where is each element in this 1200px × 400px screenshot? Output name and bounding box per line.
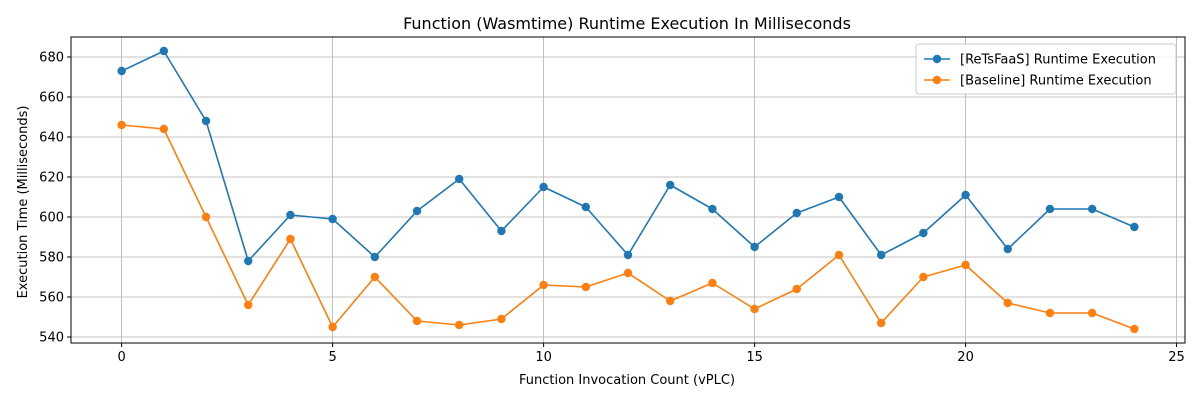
y-axis-label: Execution Time (Milliseconds)	[16, 106, 31, 299]
data-point	[623, 250, 633, 260]
data-point	[370, 252, 380, 262]
data-point	[1003, 298, 1012, 308]
data-point	[328, 214, 337, 224]
data-point	[539, 280, 548, 290]
data-point	[370, 272, 380, 282]
legend-swatch-marker	[932, 75, 942, 85]
x-axis-label: Function Invocation Count (vPLC)	[519, 373, 735, 388]
data-point	[159, 124, 169, 134]
data-point	[623, 268, 633, 278]
legend-box	[915, 43, 1177, 95]
legend-label: [ReTsFaaS] Runtime Execution	[960, 53, 1156, 68]
data-point	[581, 282, 591, 292]
data-point	[665, 296, 675, 306]
data-point	[497, 226, 506, 236]
y-tick-label: 540	[39, 331, 64, 346]
data-point	[581, 202, 591, 212]
data-point	[876, 250, 886, 260]
data-point	[244, 300, 253, 310]
data-point	[117, 120, 126, 130]
series-1	[117, 46, 1139, 266]
legend-swatch-marker	[932, 54, 942, 64]
series-2	[117, 120, 1139, 334]
x-tick-label: 10	[535, 350, 552, 365]
data-point	[1087, 308, 1097, 318]
data-point	[412, 206, 422, 216]
x-tick-label: 25	[1168, 350, 1185, 365]
data-point	[539, 182, 548, 192]
data-point	[286, 234, 295, 244]
x-tick-label: 20	[957, 350, 974, 365]
x-tick-label: 0	[117, 350, 125, 365]
data-point	[117, 66, 126, 76]
legend: [ReTsFaaS] Runtime Execution [Baseline] R…	[915, 43, 1177, 95]
data-point	[792, 208, 801, 218]
y-tick-label: 640	[39, 131, 64, 146]
x-tick-label: 5	[328, 350, 336, 365]
legend-label: [Baseline] Runtime Execution	[960, 74, 1152, 89]
y-tick-label: 680	[39, 51, 64, 66]
data-point	[455, 320, 464, 330]
data-point	[286, 210, 295, 220]
data-point	[708, 278, 717, 288]
data-point	[919, 228, 928, 238]
data-point	[750, 242, 759, 252]
data-point	[1130, 324, 1139, 334]
data-point	[708, 204, 717, 214]
y-tick-label: 560	[39, 291, 64, 306]
y-tick-label: 600	[39, 211, 64, 226]
series-layer	[117, 46, 1139, 334]
y-tick-label: 660	[39, 91, 64, 106]
data-point	[455, 174, 464, 184]
data-point	[1130, 222, 1139, 232]
data-point	[834, 192, 844, 202]
data-point	[1003, 244, 1012, 254]
data-point	[876, 318, 886, 328]
data-point	[244, 256, 253, 266]
series-line	[121, 124, 1135, 330]
data-point	[1045, 308, 1055, 318]
x-tick-label: 15	[746, 350, 763, 365]
data-point	[750, 304, 759, 314]
legend-entry: [Baseline] Runtime Execution	[924, 74, 1152, 89]
y-axis: 540 560 580 600 620 640 660 680	[39, 51, 71, 346]
data-point	[328, 322, 337, 332]
data-point	[1087, 204, 1097, 214]
data-point	[159, 46, 169, 56]
plot-frame	[70, 36, 1186, 344]
data-point	[961, 260, 970, 270]
data-point	[961, 190, 970, 200]
data-point	[201, 212, 211, 222]
data-point	[919, 272, 928, 282]
data-point	[412, 316, 422, 326]
x-axis: 0 5 10 15 20 25	[117, 343, 1185, 365]
data-point	[834, 250, 844, 260]
data-point	[1045, 204, 1055, 214]
data-point	[792, 284, 801, 294]
y-tick-label: 620	[39, 171, 64, 186]
chart-title: Function (Wasmtime) Runtime Execution In…	[403, 14, 851, 33]
data-point	[665, 180, 675, 190]
y-tick-label: 580	[39, 251, 64, 266]
data-point	[201, 116, 211, 126]
legend-entry: [ReTsFaaS] Runtime Execution	[924, 53, 1156, 68]
data-point	[497, 314, 506, 324]
